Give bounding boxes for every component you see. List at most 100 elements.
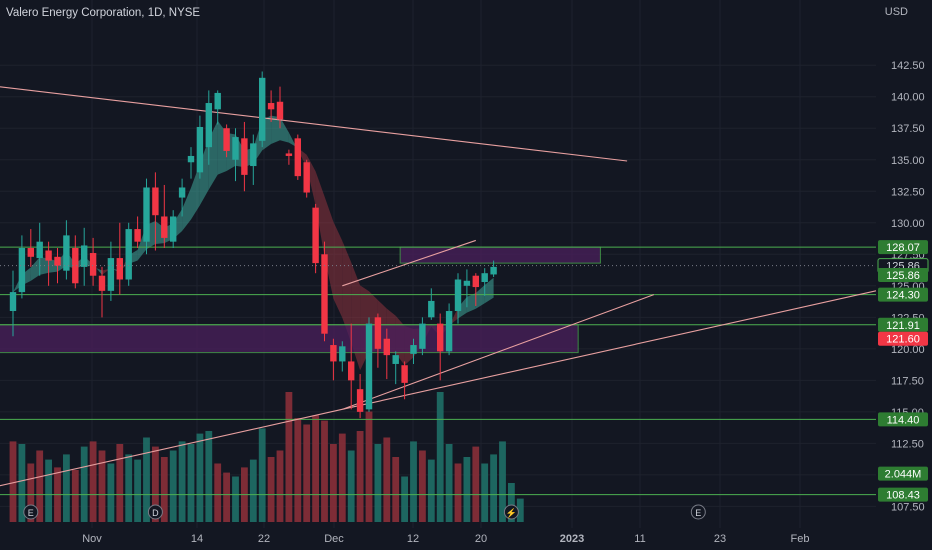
chart-title: Valero Energy Corporation, 1D, NYSE (6, 7, 201, 19)
candle-body (428, 300, 435, 318)
time-axis (0, 528, 878, 550)
candle-body (161, 216, 168, 238)
moving-average-ribbon (484, 277, 494, 304)
x-tick-label: Nov (82, 533, 102, 545)
event-marker (503, 504, 519, 520)
moving-average-ribbon (199, 139, 209, 206)
volume-bar (45, 459, 52, 522)
moving-average-ribbon (475, 285, 485, 309)
volume-bar (267, 457, 275, 522)
candle-body (143, 187, 150, 242)
event-marker-label: D (152, 508, 159, 518)
price-tag-label: 114.40 (887, 414, 920, 426)
price-tag-label: 108.43 (886, 490, 920, 502)
volume-bar (516, 498, 524, 522)
volume-bar (330, 444, 337, 522)
y-tick-label: 140.00 (891, 92, 925, 104)
volume-bar (36, 450, 44, 522)
volume-bar (321, 420, 328, 522)
candle-body (107, 258, 115, 291)
candle-body (45, 250, 52, 261)
moving-average-ribbon (351, 262, 361, 371)
candle-body (294, 138, 301, 177)
candle-body (445, 311, 453, 352)
candle-body (205, 103, 212, 148)
volume-bar (312, 415, 319, 522)
price-tag (878, 240, 928, 255)
volume-bar (454, 463, 462, 522)
event-marker (23, 504, 39, 520)
y-tick-label: 142.50 (891, 60, 925, 72)
candle-body (374, 317, 382, 349)
volume-bar (187, 444, 195, 522)
volume-bar (276, 450, 284, 522)
price-tag (878, 331, 928, 346)
x-tick-label: 11 (634, 533, 645, 545)
candle-body (27, 247, 34, 257)
volume-bar (18, 444, 26, 522)
trendline (0, 408, 343, 487)
volume-bar (258, 428, 266, 522)
volume-bar (214, 463, 222, 522)
candle-body (187, 155, 195, 163)
candle-body (232, 137, 239, 160)
volume-bar (223, 472, 230, 522)
y-tick-label: 112.50 (891, 438, 924, 450)
candle-body (98, 275, 106, 291)
volume-bar (116, 444, 124, 522)
volume-bar (196, 433, 204, 522)
price-tag-label: 124.30 (886, 290, 920, 302)
volume-bar (71, 470, 79, 522)
moving-average-ribbon (191, 163, 200, 220)
x-tick-label: 22 (258, 533, 270, 545)
event-marker-label: E (28, 508, 34, 518)
trendline (342, 294, 654, 410)
supply-demand-zone (399, 246, 601, 264)
moving-average-ribbon (271, 115, 280, 145)
y-tick-label: 117.50 (891, 375, 924, 387)
volume-bar (401, 476, 408, 522)
price-tag-label: 125.86 (886, 270, 920, 282)
trendline (0, 86, 628, 162)
candle-body (214, 92, 221, 110)
price-tag-label: 121.91 (886, 320, 920, 332)
y-tick-label: 107.50 (891, 501, 925, 513)
volume-bar (383, 437, 391, 522)
moving-average-ribbon (30, 257, 40, 281)
y-tick-label: 130.00 (891, 218, 925, 230)
volume-bar (499, 441, 506, 522)
x-tick-label: 12 (407, 533, 419, 545)
moving-average-ribbon (13, 274, 22, 293)
candle-body (170, 216, 177, 242)
candle-body (312, 207, 319, 264)
volume-bar (463, 457, 471, 522)
x-tick-label: 2023 (560, 533, 584, 545)
candle-body (250, 143, 257, 167)
candle-body (437, 323, 444, 352)
volume-bar (490, 454, 497, 522)
candle-body (285, 153, 293, 156)
candle-body (259, 77, 266, 141)
candle-body (454, 279, 462, 312)
event-marker-label: E (695, 508, 701, 518)
candle-body (54, 256, 61, 266)
candle-body (196, 126, 204, 173)
y-tick-label: 137.50 (891, 123, 925, 135)
volume-bar (89, 441, 97, 522)
price-tag (878, 267, 928, 282)
candle-body (223, 128, 230, 151)
supply-demand-zone (0, 324, 579, 354)
price-tag-label: 128.07 (886, 242, 920, 254)
candle-body (330, 345, 337, 362)
x-tick-label: Dec (324, 533, 344, 545)
volume-bar (169, 450, 177, 522)
volume-bar (445, 444, 453, 522)
candle-body (125, 229, 132, 280)
volume-bar (436, 392, 444, 522)
volume-bar (125, 454, 133, 522)
candle-body (241, 138, 248, 175)
candle-body (303, 162, 310, 193)
volume-bar (160, 457, 168, 522)
